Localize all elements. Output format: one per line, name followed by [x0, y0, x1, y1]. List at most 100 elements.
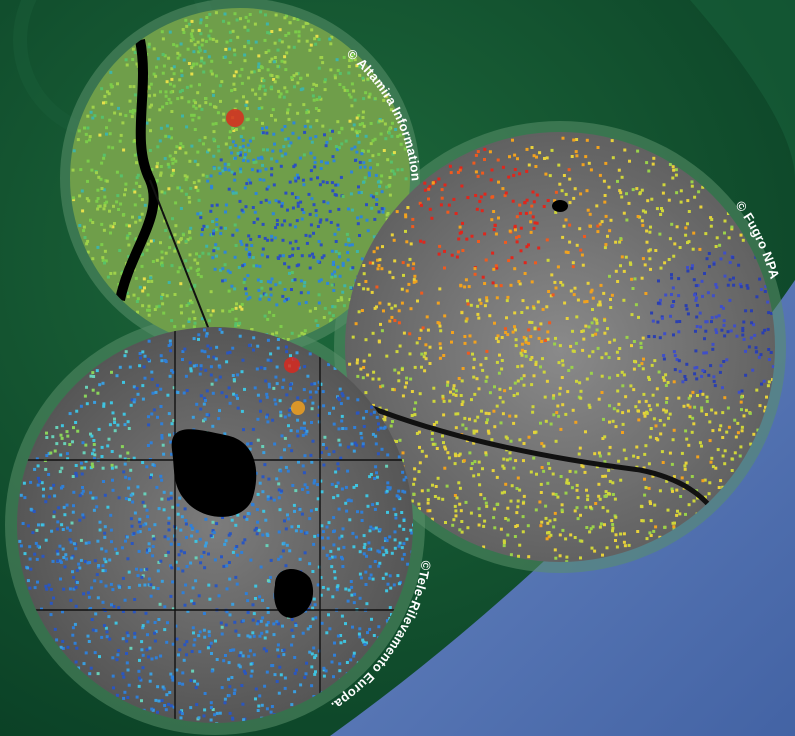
insar-dot [416, 299, 419, 303]
insar-dot [417, 502, 421, 506]
insar-dot [165, 80, 169, 84]
insar-dot [349, 267, 353, 271]
insar-dot [209, 69, 213, 73]
insar-dot [690, 184, 694, 188]
insar-dot [19, 544, 23, 548]
insar-dot [259, 65, 263, 69]
insar-dot [261, 598, 264, 602]
insar-dot [300, 217, 304, 221]
insar-dot [297, 524, 300, 528]
insar-dot [290, 643, 294, 647]
insar-dot [147, 313, 151, 317]
insar-dot [234, 317, 238, 321]
insar-dot [329, 221, 333, 224]
insar-dot [204, 517, 208, 521]
insar-dot [471, 352, 474, 356]
insar-dot [460, 403, 464, 406]
insar-dot [258, 634, 262, 638]
insar-dot [169, 542, 173, 546]
insar-dot [171, 168, 175, 172]
insar-dot [153, 308, 157, 311]
insar-dot [675, 320, 679, 324]
insar-dot [433, 442, 437, 446]
insar-dot [140, 198, 144, 202]
insar-dot [645, 240, 649, 244]
insar-dot [126, 420, 130, 424]
insar-dot [299, 291, 303, 295]
insar-dot [317, 386, 321, 390]
insar-dot [265, 131, 269, 135]
insar-dot [283, 16, 287, 20]
insar-dot [369, 573, 373, 577]
insar-dot [513, 328, 517, 332]
insar-dot [730, 469, 734, 472]
insar-dot [214, 584, 218, 588]
insar-dot [241, 264, 245, 268]
insar-dot [573, 536, 577, 539]
insar-dot [136, 485, 140, 489]
insar-dot [369, 67, 372, 71]
insar-dot [266, 610, 270, 614]
insar-dot [159, 474, 163, 478]
insar-dot [744, 373, 748, 377]
insar-dot [125, 631, 129, 635]
insar-dot [625, 192, 628, 196]
insar-dot [91, 371, 95, 375]
insar-dot [58, 544, 62, 548]
insar-dot [767, 348, 771, 351]
insar-dot [110, 450, 114, 453]
insar-dot [480, 209, 484, 213]
insar-dot [584, 505, 588, 509]
insar-dot [284, 152, 288, 156]
insar-dot [424, 454, 428, 458]
insar-dot [495, 266, 499, 270]
insar-dot [727, 425, 731, 429]
insar-dot [381, 384, 385, 388]
insar-dot [544, 419, 548, 423]
insar-dot [291, 131, 295, 135]
insar-dot [250, 244, 254, 247]
insar-dot [591, 308, 594, 311]
insar-dot [506, 533, 510, 537]
insar-dot [486, 429, 490, 433]
insar-dot [242, 428, 245, 432]
insar-dot [199, 367, 203, 371]
insar-dot [371, 139, 375, 143]
insar-dot [184, 259, 188, 263]
insar-dot [485, 421, 489, 425]
insar-dot [719, 305, 723, 308]
insar-dot [569, 344, 573, 348]
insar-dot [193, 43, 197, 47]
insar-dot [375, 198, 379, 202]
insar-dot [442, 354, 446, 357]
insar-dot [439, 346, 443, 350]
insar-dot [118, 585, 121, 589]
insar-dot [622, 211, 626, 215]
insar-dot [170, 264, 174, 268]
insar-dot [199, 561, 203, 565]
insar-dot [385, 354, 389, 358]
insar-dot [406, 206, 410, 209]
insar-dot [692, 422, 696, 426]
insar-dot [198, 104, 202, 108]
insar-dot [413, 274, 417, 278]
insar-dot [158, 139, 162, 143]
insar-dot [62, 505, 66, 509]
insar-dot [308, 212, 312, 216]
insar-dot [323, 306, 327, 310]
insar-dot [332, 675, 335, 679]
insar-dot [647, 378, 651, 381]
insar-dot [192, 50, 196, 54]
insar-dot [280, 59, 284, 63]
insar-dot [644, 399, 648, 403]
insar-dot [597, 494, 601, 498]
insar-dot [335, 148, 339, 152]
insar-dot [456, 170, 460, 174]
insar-dot [181, 569, 185, 573]
insar-dot [73, 641, 77, 645]
insar-dot [309, 151, 313, 155]
insar-dot [644, 210, 647, 214]
insar-dot [401, 470, 405, 474]
insar-dot [236, 513, 240, 517]
insar-dot [247, 149, 251, 153]
